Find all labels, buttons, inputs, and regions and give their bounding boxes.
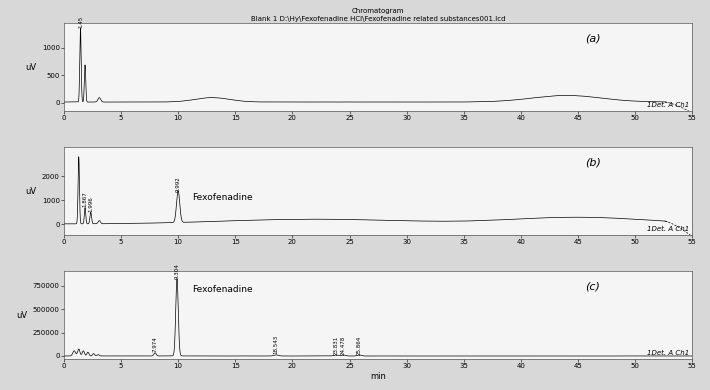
Text: 23.831: 23.831 [334, 335, 339, 355]
Text: 9.304: 9.304 [175, 263, 180, 278]
Text: (b): (b) [586, 158, 601, 168]
Text: (c): (c) [586, 282, 601, 292]
Text: 7.974: 7.974 [153, 337, 158, 352]
Title: Chromatogram
Blank 1 D:\Hy\Fexofenadine HCl\Fexofenadine related substances001.l: Chromatogram Blank 1 D:\Hy\Fexofenadine … [251, 8, 506, 21]
Text: (a): (a) [586, 34, 601, 44]
Text: 1.867: 1.867 [82, 191, 87, 207]
Y-axis label: uV: uV [16, 310, 27, 320]
Text: Fexofenadine: Fexofenadine [192, 285, 253, 294]
Text: Fexofenadine: Fexofenadine [192, 193, 253, 202]
Text: 1Det. A Ch1: 1Det. A Ch1 [647, 350, 689, 356]
Text: 24.478: 24.478 [341, 335, 346, 355]
Text: 1.996: 1.996 [88, 196, 93, 212]
X-axis label: min: min [370, 372, 386, 381]
Y-axis label: uV: uV [25, 62, 36, 72]
Text: 18.543: 18.543 [273, 335, 278, 355]
Text: 1.45: 1.45 [78, 16, 83, 28]
Text: 9.992: 9.992 [175, 176, 180, 192]
Y-axis label: uV: uV [25, 186, 36, 196]
Text: 1Det. A Ch1: 1Det. A Ch1 [647, 102, 689, 108]
Text: 25.864: 25.864 [357, 335, 362, 355]
Text: 1Det. A Ch1: 1Det. A Ch1 [647, 226, 689, 232]
